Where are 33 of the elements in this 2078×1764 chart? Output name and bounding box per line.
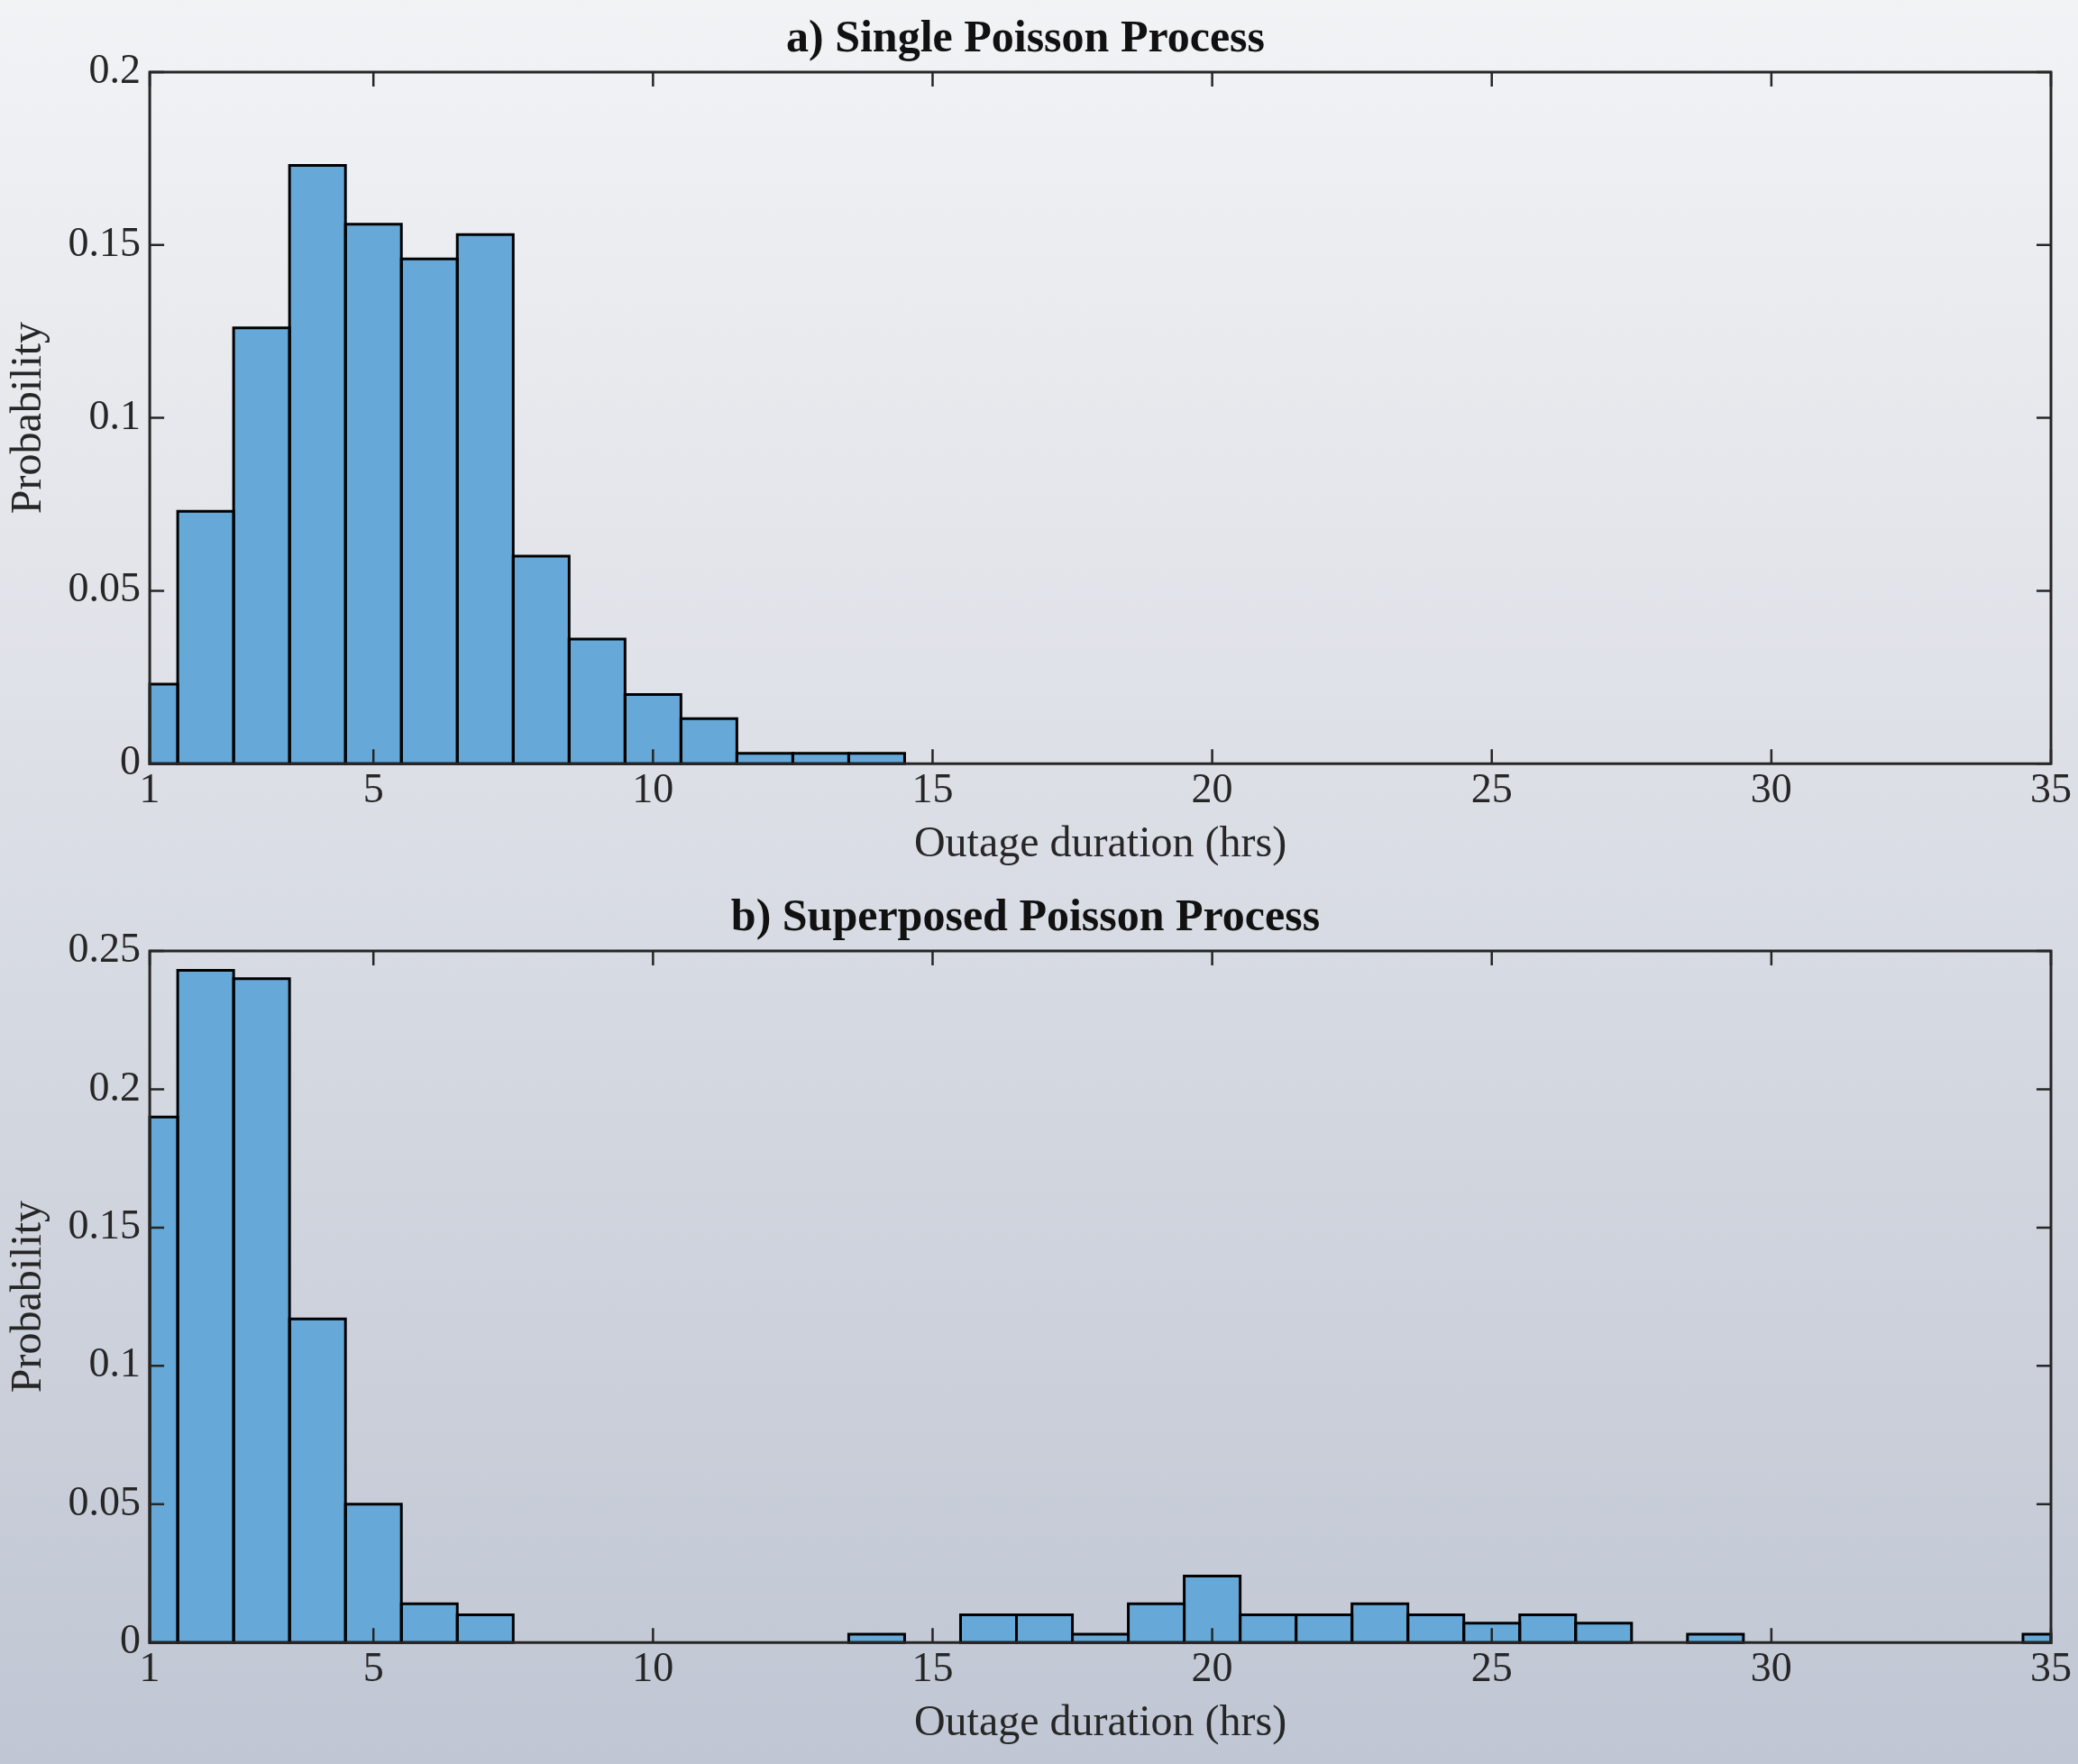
y-axis-title: Probability <box>2 321 50 515</box>
x-tick-label: 25 <box>1470 764 1513 811</box>
x-tick-label: 30 <box>1750 764 1792 811</box>
x-tick-label: 15 <box>911 764 954 811</box>
y-tick-label: 0 <box>120 737 142 784</box>
chart-title: b) Superposed Poisson Process <box>730 889 1321 940</box>
x-tick-label: 5 <box>362 764 384 811</box>
y-tick-label: 0.15 <box>68 218 142 265</box>
x-tick-label: 1 <box>139 764 160 811</box>
x-tick-label: 15 <box>911 1643 954 1690</box>
x-tick-label: 25 <box>1470 1643 1513 1690</box>
x-tick-label: 5 <box>362 1643 384 1690</box>
x-tick-label: 30 <box>1750 1643 1792 1690</box>
y-tick-label: 0.05 <box>68 564 142 611</box>
x-tick-label: 20 <box>1191 764 1233 811</box>
y-tick-label: 0.15 <box>68 1201 142 1248</box>
y-tick-label: 0.2 <box>88 46 142 93</box>
x-tick-label: 10 <box>632 1643 674 1690</box>
x-tick-label: 20 <box>1191 1643 1233 1690</box>
chart-title: a) Single Poisson Process <box>785 10 1266 61</box>
x-tick-label: 35 <box>2030 764 2072 811</box>
y-axis-title: Probability <box>2 1200 50 1394</box>
y-tick-label: 0.2 <box>88 1063 142 1110</box>
y-tick-label: 0 <box>120 1616 142 1663</box>
y-tick-label: 0.25 <box>68 925 142 972</box>
x-tick-label: 1 <box>139 1643 160 1690</box>
x-tick-label: 35 <box>2030 1643 2072 1690</box>
y-tick-label: 0.1 <box>88 1339 142 1386</box>
y-tick-label: 0.1 <box>88 391 142 438</box>
y-tick-label: 0.05 <box>68 1477 142 1524</box>
x-tick-label: 10 <box>632 764 674 811</box>
x-axis-title: Outage duration (hrs) <box>913 817 1287 866</box>
x-axis-title: Outage duration (hrs) <box>913 1695 1287 1745</box>
